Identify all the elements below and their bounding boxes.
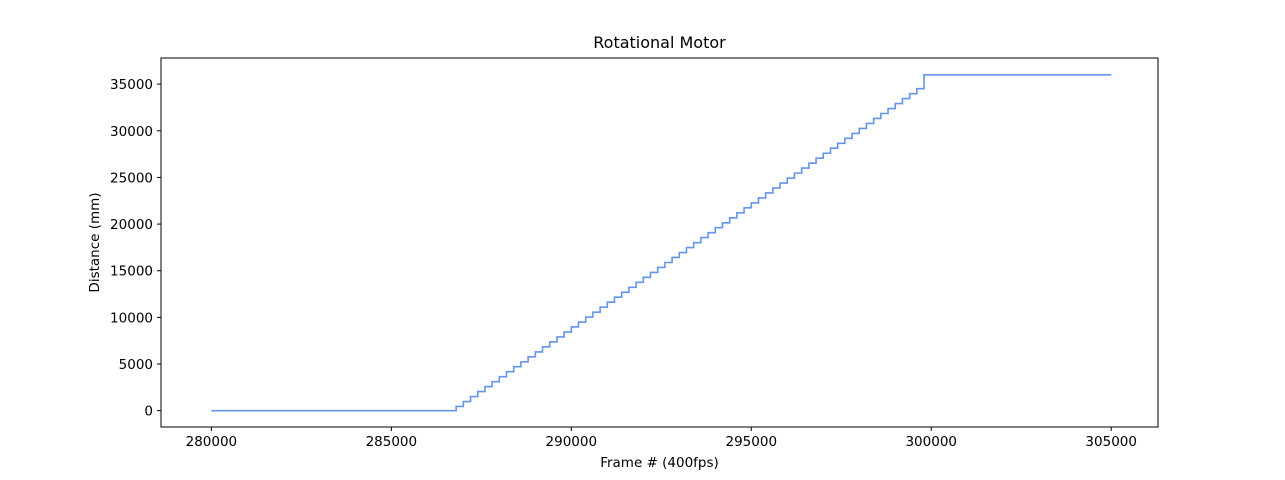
plot-frame [160, 57, 1159, 428]
y-tick-label: 15000 [110, 264, 153, 280]
chart-title: Rotational Motor [593, 33, 726, 52]
y-tick-label: 10000 [110, 310, 153, 326]
y-tick-label: 30000 [110, 124, 153, 140]
x-tick-label: 280000 [186, 434, 238, 450]
x-tick-label: 300000 [905, 434, 957, 450]
x-axis-label: Frame # (400fps) [600, 455, 719, 471]
y-tick-label: 20000 [110, 217, 153, 233]
x-tick-label: 305000 [1085, 434, 1137, 450]
y-tick-label: 25000 [110, 170, 153, 186]
y-tick-label: 0 [144, 404, 153, 420]
plot-area: 280000 285000 290000 295000 300000 305000 0 500… [110, 57, 1159, 450]
x-tick-label: 295000 [726, 434, 778, 450]
y-tick-label: 5000 [119, 357, 153, 373]
data-series-line-0 [211, 73, 1112, 412]
x-tick-label: 285000 [366, 434, 418, 450]
y-axis-label: Distance (mm) [87, 192, 103, 292]
y-tick-label: 35000 [110, 77, 153, 93]
x-tick-label: 290000 [546, 434, 598, 450]
